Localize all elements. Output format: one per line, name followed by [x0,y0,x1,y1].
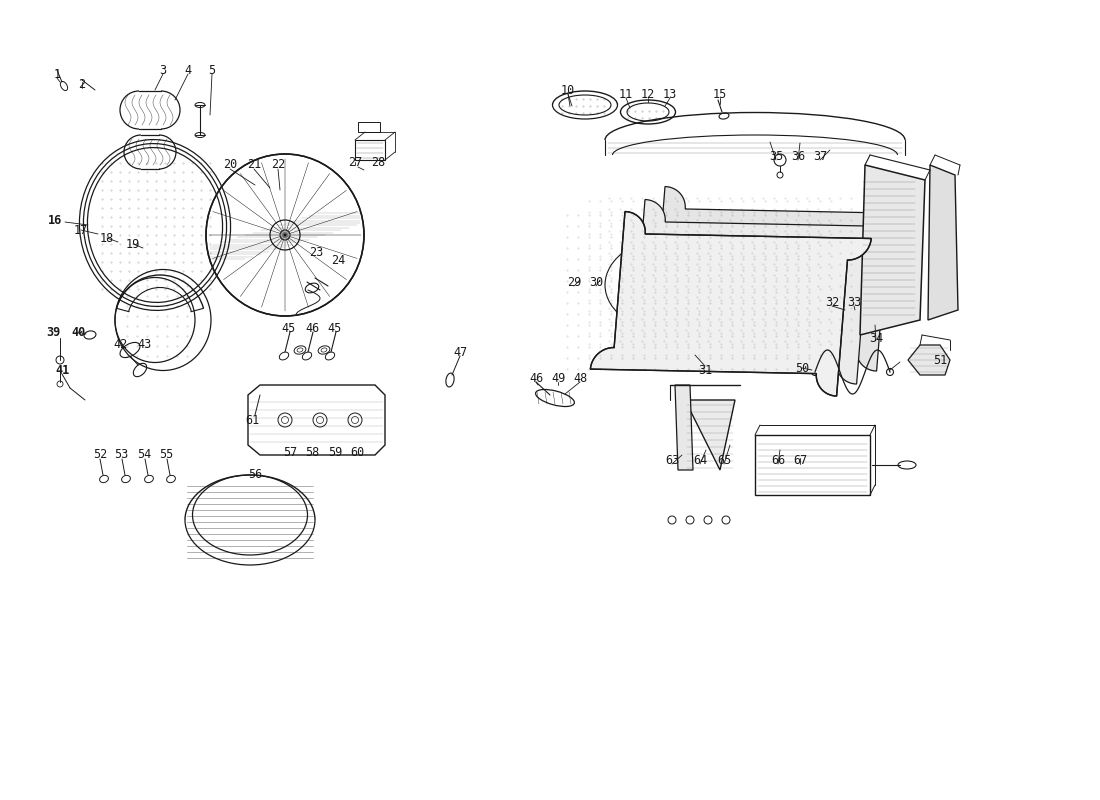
Text: 37: 37 [813,150,827,162]
Polygon shape [928,165,958,320]
Text: 42: 42 [113,338,128,351]
Polygon shape [630,186,911,371]
Text: 55: 55 [158,449,173,462]
Polygon shape [591,211,871,396]
Text: 67: 67 [793,454,807,466]
Text: 3: 3 [160,63,166,77]
Text: 59: 59 [328,446,342,458]
Text: 43: 43 [136,338,151,351]
Text: 32: 32 [825,295,839,309]
Text: 60: 60 [350,446,364,458]
Text: 34: 34 [869,331,883,345]
Text: 36: 36 [791,150,805,162]
Text: 18: 18 [100,231,114,245]
Text: 20: 20 [223,158,238,171]
Text: 49: 49 [551,371,565,385]
Text: 45: 45 [282,322,296,334]
Text: 33: 33 [847,295,861,309]
Text: 57: 57 [283,446,297,458]
Text: 27: 27 [348,155,362,169]
Text: 40: 40 [70,326,85,338]
Text: 66: 66 [771,454,785,466]
Text: 28: 28 [371,155,385,169]
Text: 4: 4 [185,63,191,77]
Text: 47: 47 [453,346,468,358]
Polygon shape [908,345,950,375]
Text: 46: 46 [305,322,319,334]
Text: 61: 61 [245,414,260,426]
Text: 54: 54 [136,449,151,462]
Text: 56: 56 [248,469,262,482]
Text: 16: 16 [48,214,62,226]
Text: 21: 21 [246,158,261,171]
Text: 1: 1 [54,67,60,81]
Text: 35: 35 [769,150,783,162]
Text: 63: 63 [664,454,679,466]
Text: 15: 15 [713,87,727,101]
Text: 58: 58 [305,446,319,458]
Text: 50: 50 [795,362,810,374]
Text: 29: 29 [566,275,581,289]
Text: 13: 13 [663,87,678,101]
Polygon shape [610,199,891,384]
Text: 41: 41 [55,363,69,377]
Text: 11: 11 [619,87,634,101]
Text: 30: 30 [588,275,603,289]
Text: 17: 17 [74,223,88,237]
Text: 45: 45 [328,322,342,334]
Polygon shape [860,165,925,335]
Text: 53: 53 [114,449,128,462]
Text: 10: 10 [561,83,575,97]
Text: 22: 22 [271,158,285,171]
Text: 46: 46 [529,371,543,385]
Text: 5: 5 [208,63,216,77]
Polygon shape [685,400,735,470]
Text: 65: 65 [717,454,732,466]
Text: 23: 23 [309,246,323,258]
Text: 12: 12 [641,87,656,101]
Polygon shape [675,385,693,470]
Text: 51: 51 [933,354,947,366]
Text: 2: 2 [78,78,86,91]
Text: 31: 31 [697,363,712,377]
Text: 39: 39 [46,326,60,338]
Text: 52: 52 [92,449,107,462]
Text: 48: 48 [573,371,587,385]
Text: 64: 64 [693,454,707,466]
Text: 19: 19 [125,238,140,250]
Text: 24: 24 [331,254,345,266]
